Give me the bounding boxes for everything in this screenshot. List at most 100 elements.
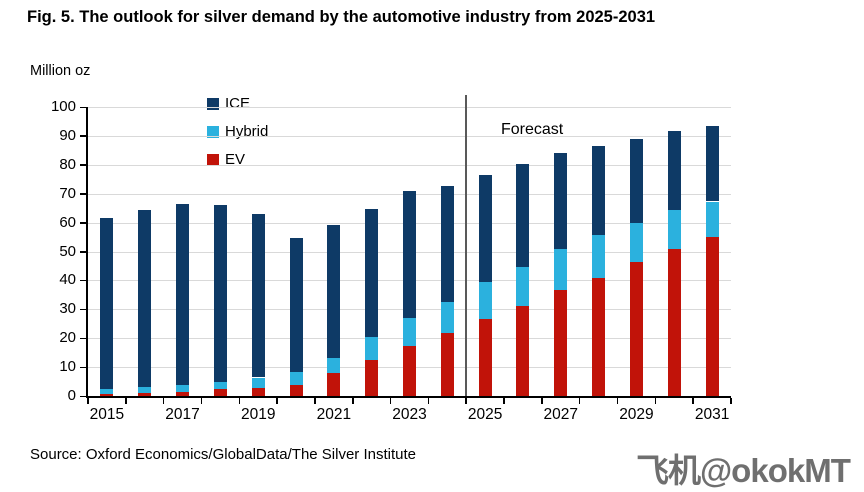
bar-2024-ice	[440, 185, 454, 303]
legend-label-ev: EV	[225, 151, 246, 168]
y-tick-label-0: 0	[67, 387, 76, 404]
bar-2024-ev	[440, 332, 454, 396]
forecast-divider-line	[465, 95, 468, 397]
bar-2019-hybrid	[251, 377, 265, 389]
bar-2015-ev	[100, 393, 114, 396]
bar-2031-ev	[705, 236, 719, 396]
x-axis-tick-0	[87, 398, 89, 404]
x-tick-label-2025: 2025	[467, 406, 503, 423]
x-axis-tick-17	[730, 398, 732, 404]
y-axis-tick-50	[80, 251, 86, 253]
legend-swatch-hybrid	[207, 125, 219, 138]
y-tick-label-80: 80	[59, 155, 76, 173]
bar-2017-ev	[176, 391, 190, 396]
watermark-text: 飞机@okokMT	[636, 452, 851, 489]
legend-item-hybrid: Hybrid	[207, 123, 268, 140]
bar-2015-ice	[100, 218, 114, 390]
bar-2031-hybrid	[705, 201, 719, 237]
x-axis-tick-9	[427, 398, 430, 404]
bar-2020-hybrid	[289, 371, 303, 385]
forecast-annotation: Forecast	[501, 121, 564, 138]
x-axis-tick-16	[692, 398, 694, 404]
bar-2022-hybrid	[365, 337, 379, 360]
x-axis-tick-12	[541, 398, 543, 404]
bar-2017-ice	[176, 204, 190, 386]
x-tick-label-2029: 2029	[619, 406, 654, 423]
y-axis-tick-90	[80, 135, 86, 137]
bar-2019-ev	[251, 388, 265, 396]
legend-item-ice: ICE	[207, 95, 268, 112]
bar-2027-ice	[554, 153, 568, 249]
y-axis-tick-10	[80, 366, 86, 369]
bar-2023-ice	[403, 190, 416, 319]
x-tick-label-2015: 2015	[89, 406, 125, 423]
y-axis-unit-label: Million oz	[30, 63, 91, 79]
bar-2018-ev	[213, 389, 227, 396]
x-axis-tick-2	[162, 398, 165, 404]
y-tick-label-100: 100	[50, 98, 76, 115]
legend-swatch-ice	[207, 97, 219, 110]
y-axis-tick-70	[80, 193, 86, 195]
x-axis-tick-13	[578, 398, 581, 404]
x-axis	[86, 396, 731, 398]
bar-2018-hybrid	[213, 381, 227, 390]
y-tick-label-30: 30	[59, 300, 76, 318]
bar-2026-hybrid	[516, 266, 530, 306]
bar-2018-ice	[213, 204, 227, 382]
bar-2027-ev	[554, 289, 568, 396]
y-tick-label-70: 70	[59, 184, 76, 202]
y-tick-label-50: 50	[59, 242, 76, 260]
y-tick-label-10: 10	[59, 358, 76, 376]
y-tick-label-20: 20	[59, 329, 76, 347]
bar-2022-ice	[365, 208, 379, 338]
bar-2026-ev	[516, 305, 530, 396]
bar-2027-hybrid	[554, 248, 568, 290]
y-axis	[86, 107, 88, 398]
bar-2023-ev	[403, 346, 416, 396]
y-axis-tick-80	[80, 164, 86, 166]
gridline-90	[88, 135, 731, 137]
x-tick-label-2031: 2031	[694, 406, 730, 423]
bar-2016-hybrid	[138, 387, 152, 394]
x-axis-tick-8	[389, 398, 392, 404]
bar-2020-ice	[289, 238, 303, 372]
y-axis-tick-0	[80, 395, 86, 397]
y-axis-tick-40	[80, 279, 86, 282]
y-axis-tick-60	[80, 222, 86, 224]
x-tick-label-2023: 2023	[392, 406, 427, 423]
bar-2025-ice	[478, 174, 492, 282]
y-axis-tick-20	[80, 337, 86, 340]
x-axis-tick-3	[200, 398, 203, 404]
bar-2030-hybrid	[667, 210, 681, 249]
bar-2031-ice	[705, 125, 719, 202]
x-axis-tick-6	[314, 398, 316, 404]
chart-title: Fig. 5. The outlook for silver demand by…	[27, 8, 656, 26]
y-axis-tick-100	[80, 106, 86, 108]
legend-item-ev: EV	[207, 151, 268, 168]
gridline-100	[88, 107, 731, 108]
y-tick-label-60: 60	[59, 213, 76, 231]
y-axis-tick-30	[80, 308, 86, 311]
bar-2017-hybrid	[176, 385, 190, 392]
x-tick-label-2027: 2027	[543, 406, 579, 423]
bar-2025-hybrid	[478, 281, 492, 319]
bar-2021-hybrid	[327, 357, 341, 373]
legend-label-ice: ICE	[225, 95, 251, 112]
bar-2021-ev	[327, 372, 341, 396]
bar-2021-ice	[327, 225, 341, 358]
y-tick-label-40: 40	[59, 271, 76, 289]
bar-2030-ev	[667, 248, 681, 396]
x-tick-label-2017: 2017	[165, 406, 200, 423]
bar-2029-ev	[629, 262, 643, 396]
x-axis-tick-1	[125, 398, 127, 404]
x-axis-tick-14	[616, 398, 619, 404]
bar-2016-ev	[138, 393, 152, 396]
bar-2015-hybrid	[100, 389, 114, 394]
legend-label-hybrid: Hybrid	[225, 123, 269, 140]
bar-2029-hybrid	[629, 222, 643, 263]
bar-2020-ev	[289, 385, 303, 396]
bar-2028-ev	[592, 277, 606, 396]
x-tick-label-2021: 2021	[316, 406, 352, 423]
bar-2025-ev	[478, 318, 492, 396]
